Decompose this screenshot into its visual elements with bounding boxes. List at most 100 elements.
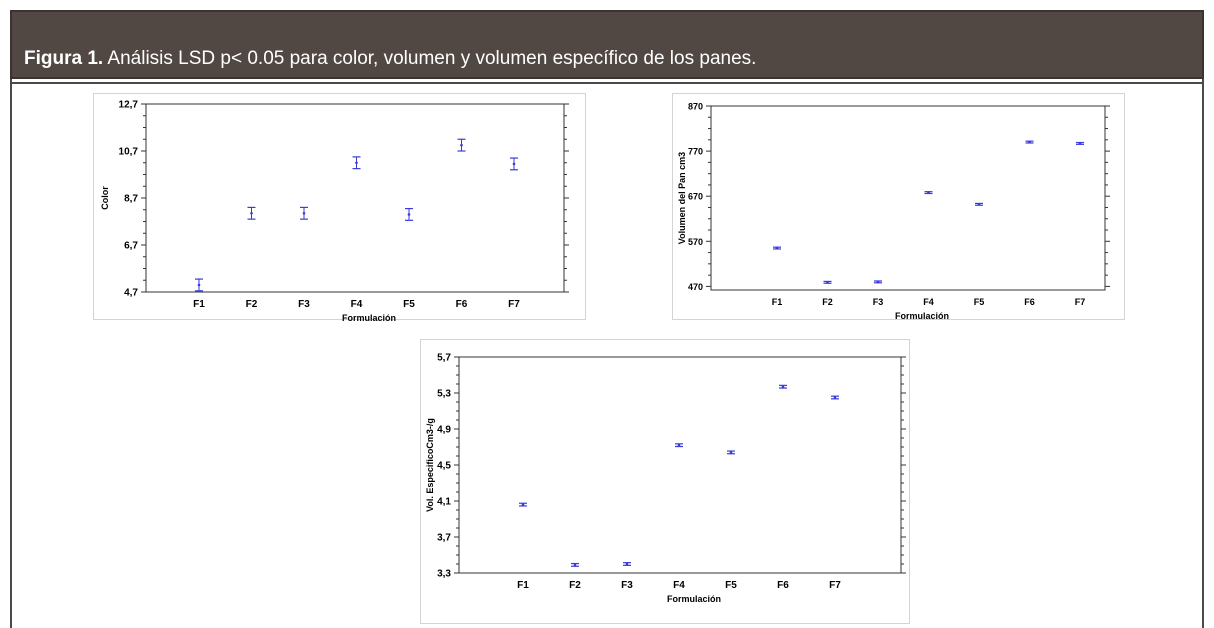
plot-frame xyxy=(710,105,1106,291)
y-tick-label: 3,3 xyxy=(437,569,451,580)
x-tick-label: F3 xyxy=(873,297,884,307)
figure-caption-label: Figura 1. xyxy=(24,48,104,69)
mean-point xyxy=(197,283,201,287)
y-tick-label: 770 xyxy=(688,147,703,157)
mean-point xyxy=(573,563,577,567)
chart-volumen-especifico-panel: 3,3 3,7 4,1 4,5 4,9 5,3 5,7 F1 F2 F3 F4 F5 F6 F7 Formu… xyxy=(420,339,910,624)
plot-frame xyxy=(145,103,565,293)
x-tick-label: F5 xyxy=(403,299,415,310)
x-tick-label: F6 xyxy=(1024,297,1035,307)
x-tick-label: F7 xyxy=(508,299,520,310)
banner-divider xyxy=(10,82,1204,84)
mean-point xyxy=(729,451,733,454)
mean-point xyxy=(826,281,829,284)
mean-interval-f2 xyxy=(823,280,832,284)
mean-point xyxy=(512,162,516,166)
y-tick-label: 4,7 xyxy=(124,288,138,299)
mean-interval-f3 xyxy=(874,280,882,284)
mean-interval-f3 xyxy=(623,562,631,566)
mean-point xyxy=(876,280,880,284)
mean-interval-f6 xyxy=(779,384,787,389)
y-tick-label: 5,3 xyxy=(437,389,451,400)
y-tick-label: 6,7 xyxy=(124,241,138,252)
y-tick-label: 470 xyxy=(688,282,703,292)
x-tick-label: F2 xyxy=(569,580,581,591)
x-tick-label: F7 xyxy=(829,580,841,591)
mean-interval-f3 xyxy=(300,206,308,220)
x-axis-label: Formulación xyxy=(895,311,949,321)
mean-interval-f7 xyxy=(831,395,839,400)
figure-caption-banner: Figura 1. Análisis LSD p< 0.05 para colo… xyxy=(10,10,1204,79)
mean-point xyxy=(1078,142,1082,145)
x-tick-label: F7 xyxy=(1075,297,1086,307)
mean-interval-f6 xyxy=(457,138,466,152)
x-tick-label: F1 xyxy=(772,297,783,307)
mean-interval-f1 xyxy=(519,502,527,507)
mean-interval-f2 xyxy=(247,206,256,220)
mean-interval-f1 xyxy=(773,246,781,250)
mean-interval-f4 xyxy=(675,443,683,448)
mean-point xyxy=(625,562,629,566)
mean-interval-f5 xyxy=(975,202,983,206)
chart-color-panel: 4,7 6,7 8,7 10,7 12,7 F1 F2 F3 F4 F5 F6 F7 Formulaci… xyxy=(93,93,586,321)
x-tick-label: F4 xyxy=(351,299,363,310)
mean-interval-f6 xyxy=(1025,140,1034,144)
figure-frame xyxy=(10,10,1204,628)
mean-point xyxy=(407,213,411,216)
y-axis-label: Vol. EspecificoCm3-/g xyxy=(425,418,435,512)
y-tick-label: 12,7 xyxy=(119,100,139,111)
chart-volumen: 470 570 670 770 870 F1 F2 F3 F4 F5 F6 F7 Formulación… xyxy=(677,102,1110,321)
figure-caption-text: Análisis LSD p< 0.05 para color, volumen… xyxy=(103,48,757,69)
y-tick-label: 670 xyxy=(688,192,703,202)
y-tick-label: 570 xyxy=(688,237,703,247)
chart-color: 4,7 6,7 8,7 10,7 12,7 F1 F2 F3 F4 F5 F6 F7 Formulaci… xyxy=(100,100,569,321)
chart-volumen-especifico: 3,3 3,7 4,1 4,5 4,9 5,3 5,7 F1 F2 F3 F4 F5 F6 F7 Formu… xyxy=(425,353,906,604)
y-tick-label: 3,7 xyxy=(437,533,451,544)
y-axis-label: Color xyxy=(100,186,110,210)
x-tick-label: F2 xyxy=(822,297,833,307)
y-tick-label: 870 xyxy=(688,102,703,112)
x-axis-label: Formulación xyxy=(342,313,396,321)
mean-interval-f7 xyxy=(1076,141,1084,145)
x-tick-label: F2 xyxy=(246,299,258,310)
mean-point xyxy=(1028,140,1031,144)
mean-interval-f1 xyxy=(195,278,203,292)
chart-volumen-panel: 470 570 670 770 870 F1 F2 F3 F4 F5 F6 F7 Formulación… xyxy=(672,93,1125,321)
mean-interval-f7 xyxy=(510,157,518,171)
x-tick-label: F4 xyxy=(673,580,685,591)
mean-interval-f4 xyxy=(924,191,933,195)
x-tick-label: F3 xyxy=(621,580,633,591)
mean-interval-f4 xyxy=(352,156,361,170)
mean-interval-f2 xyxy=(571,562,579,567)
y-axis-label: Volumen del Pan cm3 xyxy=(677,152,687,244)
mean-interval-f5 xyxy=(405,207,413,221)
y-tick-label: 8,7 xyxy=(124,194,138,205)
x-tick-label: F6 xyxy=(456,299,468,310)
mean-point xyxy=(833,396,837,399)
mean-point xyxy=(781,385,785,388)
x-tick-label: F3 xyxy=(298,299,310,310)
x-axis-label: Formulación xyxy=(667,594,721,604)
x-tick-label: F5 xyxy=(725,580,737,591)
mean-point xyxy=(250,211,253,215)
mean-point xyxy=(302,211,306,215)
plot-frame xyxy=(458,356,902,574)
y-tick-label: 5,7 xyxy=(437,353,451,364)
x-tick-label: F4 xyxy=(923,297,934,307)
mean-point xyxy=(521,503,525,506)
y-tick-label: 10,7 xyxy=(119,147,139,158)
figure-caption: Figura 1. Análisis LSD p< 0.05 para colo… xyxy=(24,48,756,70)
mean-point xyxy=(677,443,681,447)
mean-interval-f5 xyxy=(727,450,735,455)
x-tick-label: F6 xyxy=(777,580,789,591)
x-tick-label: F1 xyxy=(193,299,205,310)
mean-point xyxy=(977,203,981,206)
x-tick-label: F5 xyxy=(974,297,985,307)
mean-point xyxy=(927,191,930,194)
mean-point xyxy=(775,246,779,250)
mean-point xyxy=(355,161,358,165)
y-tick-label: 4,9 xyxy=(437,425,451,436)
y-tick-label: 4,5 xyxy=(437,461,451,472)
mean-point xyxy=(460,143,463,147)
y-tick-label: 4,1 xyxy=(437,497,451,508)
